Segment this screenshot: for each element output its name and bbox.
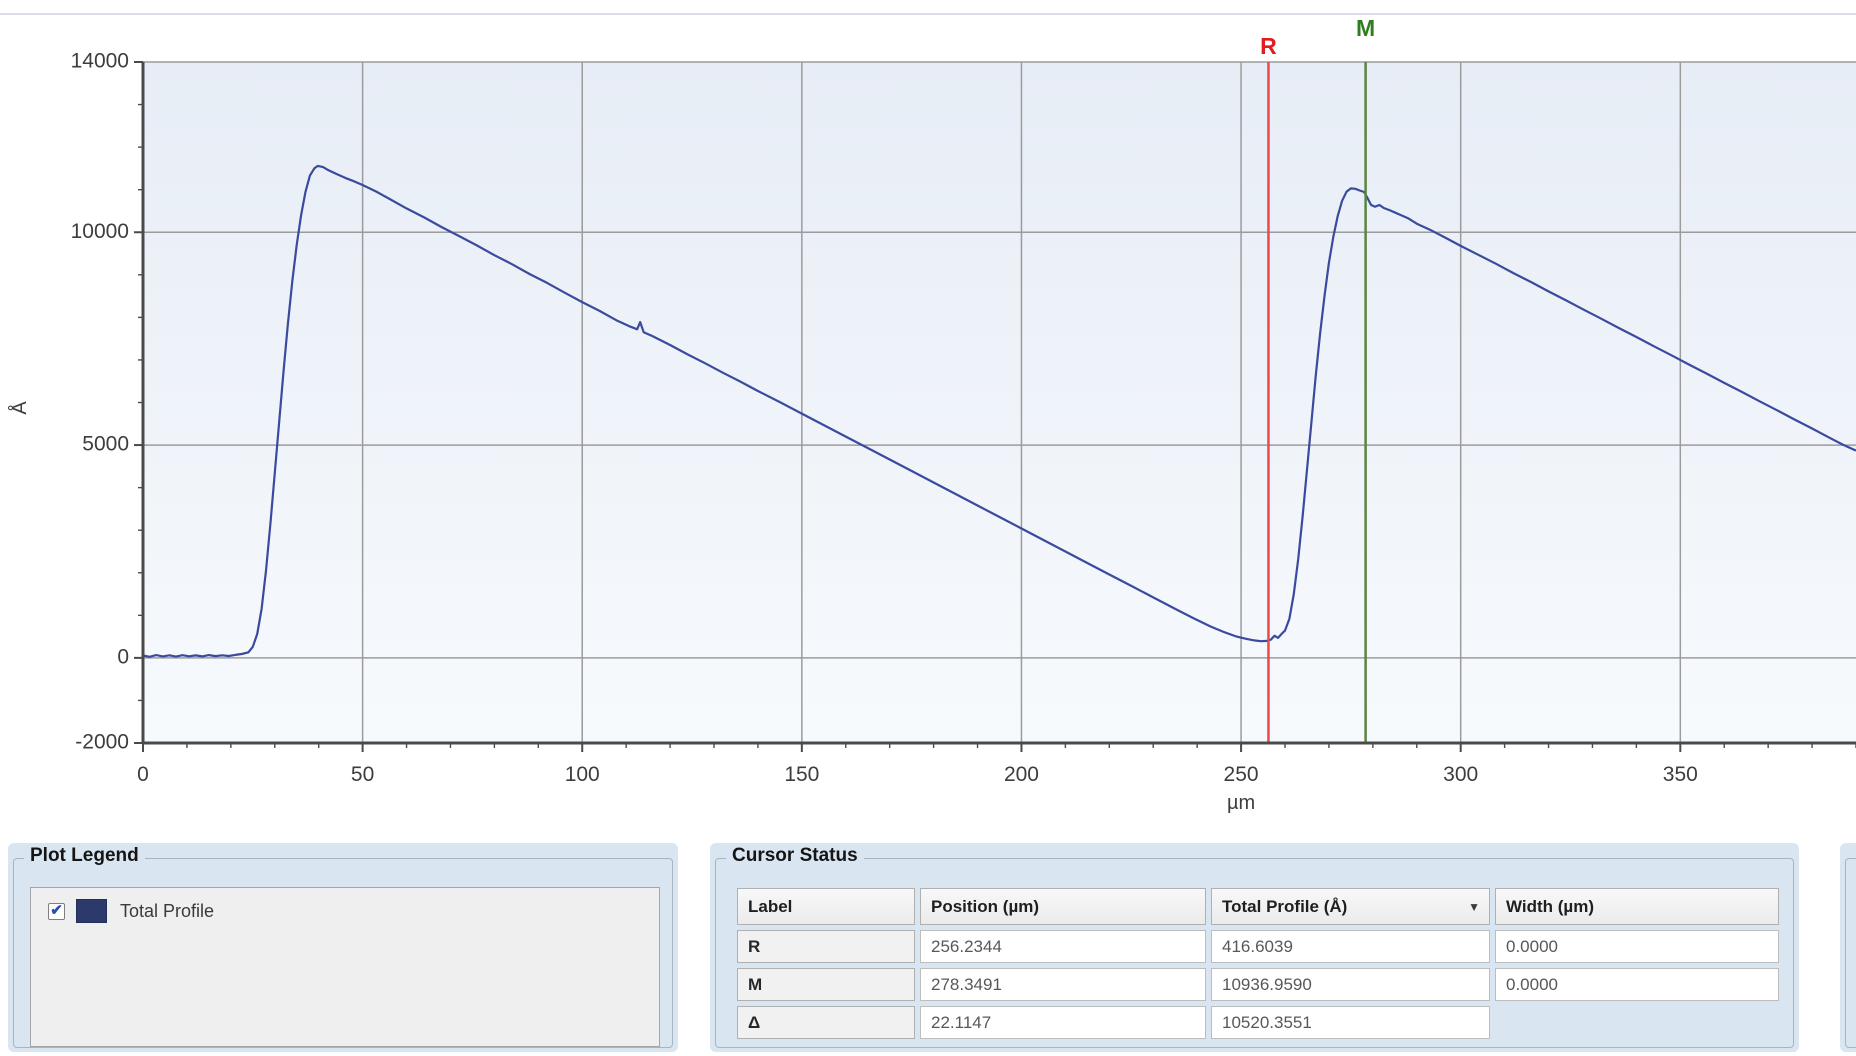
x-tick-label: 350 xyxy=(1663,763,1698,786)
column-header-position: Position (µm) xyxy=(920,888,1206,925)
y-tick-label: 14000 xyxy=(71,50,129,73)
row-delta-total-profile: 10520.3551 xyxy=(1211,1006,1490,1039)
plot-area[interactable] xyxy=(143,62,1856,743)
plot-legend-title: Plot Legend xyxy=(24,845,145,867)
x-tick-label: 0 xyxy=(137,763,149,786)
y-tick-label: -2000 xyxy=(75,731,129,754)
checkmark-icon: ✔ xyxy=(50,901,63,919)
profile-curve xyxy=(142,164,1856,658)
row-r-total-profile: 416.6039 xyxy=(1211,930,1490,963)
y-tick-label: 0 xyxy=(117,645,129,668)
x-axis-label: µm xyxy=(1227,792,1255,814)
row-r-position: 256.2344 xyxy=(920,930,1206,963)
cursor-table: Label Position (µm) Total Profile (Å) ▼ … xyxy=(737,888,1779,1039)
row-m-label: M xyxy=(737,968,915,1001)
cursor-status-title: Cursor Status xyxy=(726,845,864,867)
cropped-right-panel xyxy=(1840,843,1856,1052)
column-header-width: Width (µm) xyxy=(1495,888,1779,925)
x-tick-label: 150 xyxy=(784,763,819,786)
row-delta-width xyxy=(1495,1006,1779,1039)
profile-chart[interactable]: 0 50 100 150 200 250 300 350 -2000 0 5000 10000 1400… xyxy=(0,0,1856,822)
row-r-width: 0.0000 xyxy=(1495,930,1779,963)
row-m-width: 0.0000 xyxy=(1495,968,1779,1001)
legend-list: ✔ Total Profile xyxy=(30,887,660,1047)
y-tick-label: 10000 xyxy=(71,220,129,243)
row-m-total-profile: 10936.9590 xyxy=(1211,968,1490,1001)
row-m-position: 278.3491 xyxy=(920,968,1206,1001)
row-r-label: R xyxy=(737,930,915,963)
series-color-swatch xyxy=(76,899,107,923)
legend-item-total-profile: ✔ Total Profile xyxy=(31,888,659,923)
x-tick-label: 200 xyxy=(1004,763,1039,786)
column-header-total-profile[interactable]: Total Profile (Å) ▼ xyxy=(1211,888,1490,925)
cursor-status-panel: Cursor Status Label Position (µm) Total … xyxy=(710,843,1799,1052)
x-tick-label: 50 xyxy=(351,763,374,786)
x-tick-label: 250 xyxy=(1224,763,1259,786)
groupbox-border xyxy=(1845,858,1856,1048)
column-header-label: Label xyxy=(737,888,915,925)
x-tick-label: 300 xyxy=(1443,763,1478,786)
y-tick-label: 5000 xyxy=(82,433,129,456)
plot-legend-panel: Plot Legend ✔ Total Profile xyxy=(8,843,678,1052)
cursor-label-R[interactable]: R xyxy=(1260,33,1277,59)
row-delta-label: Δ xyxy=(737,1006,915,1039)
legend-item-label: Total Profile xyxy=(120,900,215,921)
x-tick-label: 100 xyxy=(565,763,600,786)
top-divider xyxy=(0,13,1856,15)
y-axis-label: Å xyxy=(8,401,31,415)
row-delta-position: 22.1147 xyxy=(920,1006,1206,1039)
cursor-label-M[interactable]: M xyxy=(1356,15,1375,41)
legend-checkbox[interactable]: ✔ xyxy=(48,901,65,920)
sort-dropdown-icon[interactable]: ▼ xyxy=(1468,899,1480,914)
